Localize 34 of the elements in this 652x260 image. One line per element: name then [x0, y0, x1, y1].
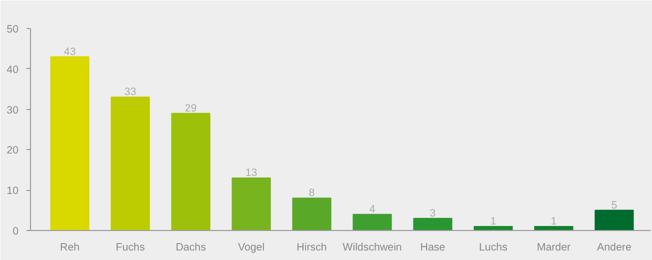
x-tick-label: Dachs — [176, 242, 206, 254]
data-label: 29 — [184, 102, 197, 114]
x-tick-label: Wildschwein — [342, 242, 402, 254]
data-label: 43 — [64, 46, 76, 58]
x-tick-label: Vogel — [238, 242, 265, 254]
x-tick-label: Fuchs — [116, 242, 145, 254]
data-label: 1 — [550, 215, 557, 228]
y-tick-label: 20 — [6, 144, 19, 157]
data-label: 8 — [308, 187, 315, 200]
y-tick-label: 30 — [6, 104, 19, 116]
y-tick-label: 10 — [6, 185, 19, 198]
bar — [352, 214, 392, 230]
y-tick-label: 0 — [12, 226, 19, 238]
data-label: 4 — [369, 203, 376, 216]
data-label: 33 — [124, 86, 136, 98]
x-tick-label: Reh — [60, 242, 80, 254]
x-tick-label: Hase — [420, 242, 446, 254]
data-label: 5 — [611, 199, 618, 212]
bar — [110, 96, 150, 230]
y-tick-label: 40 — [6, 64, 19, 76]
bar — [171, 112, 210, 230]
bar — [232, 177, 271, 230]
bar — [292, 198, 332, 230]
bar — [50, 56, 90, 230]
x-tick-label: Hirsch — [296, 242, 327, 254]
bar — [413, 218, 452, 230]
data-label: 3 — [430, 207, 436, 220]
bar — [594, 210, 634, 230]
data-label: 1 — [490, 215, 496, 228]
x-tick-label: Andere — [597, 242, 632, 254]
y-tick-label: 50 — [6, 24, 19, 36]
x-tick-label: Marder — [536, 242, 572, 254]
data-label: 13 — [245, 166, 258, 179]
x-tick-label: Luchs — [479, 242, 508, 254]
